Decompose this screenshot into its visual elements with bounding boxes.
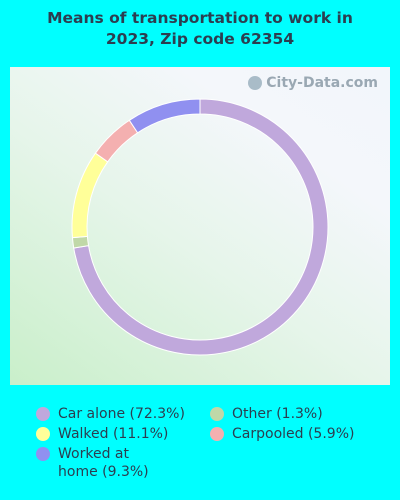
watermark-text: City-Data.com bbox=[266, 75, 378, 91]
chart-title-line-2: 2023, Zip code 62354 bbox=[105, 30, 295, 48]
legend-label-car-alone: Car alone (72.3%) bbox=[58, 406, 185, 422]
chart-title-line-1: Means of transportation to work in bbox=[47, 9, 353, 27]
legend-item-other: Other (1.3%) bbox=[210, 405, 372, 423]
legend-swatch-car-alone bbox=[36, 407, 50, 421]
donut-slice-worked-at-home bbox=[128, 98, 201, 134]
legend-label-walked: Walked (11.1%) bbox=[58, 426, 169, 442]
legend-label-carpooled: Carpooled (5.9%) bbox=[232, 426, 355, 442]
donut-slice-carpooled bbox=[94, 119, 139, 163]
legend-item-walked: Walked (11.1%) bbox=[36, 425, 198, 443]
legend-swatch-walked bbox=[36, 427, 50, 441]
legend-item-worked-at-home: Worked at home (9.3%) bbox=[36, 445, 168, 481]
legend-swatch-other bbox=[210, 407, 224, 421]
donut-slice-walked bbox=[71, 152, 109, 239]
legend-item-car-alone: Car alone (72.3%) bbox=[36, 405, 198, 423]
legend-item-carpooled: Carpooled (5.9%) bbox=[210, 425, 372, 443]
donut-slice-other bbox=[71, 235, 90, 249]
legend-swatch-carpooled bbox=[210, 427, 224, 441]
legend-label-worked-at-home: Worked at home (9.3%) bbox=[58, 446, 149, 480]
legend-label-other: Other (1.3%) bbox=[232, 406, 323, 422]
watermark: City-Data.com bbox=[248, 75, 378, 91]
chart-title: Means of transportation to work in 2023,… bbox=[0, 8, 400, 50]
city-data-logo-icon bbox=[248, 76, 263, 90]
legend-swatch-worked-at-home bbox=[36, 447, 50, 461]
legend: Car alone (72.3%) Other (1.3%) Walked (1… bbox=[0, 400, 400, 500]
